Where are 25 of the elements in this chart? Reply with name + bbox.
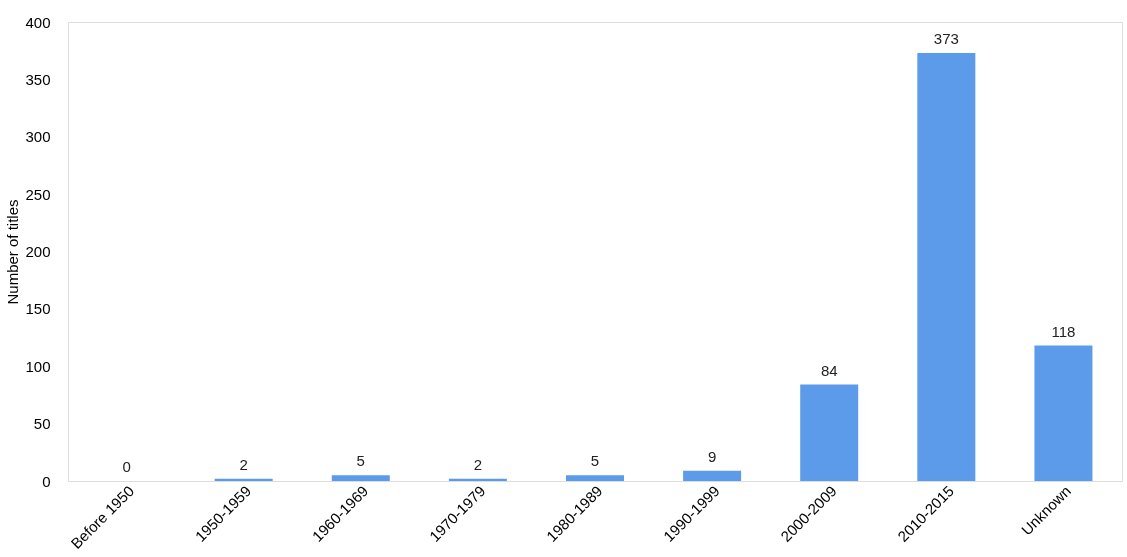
y-tick-label: 50 bbox=[33, 415, 51, 433]
data-label: 118 bbox=[1051, 322, 1076, 340]
bar bbox=[800, 384, 859, 481]
y-tick-label: 250 bbox=[25, 185, 51, 203]
y-tick-label: 150 bbox=[25, 300, 51, 318]
data-label: 2 bbox=[239, 455, 248, 473]
bar bbox=[331, 475, 390, 481]
bar bbox=[917, 52, 976, 481]
y-tick-label: 300 bbox=[25, 128, 51, 146]
data-label: 84 bbox=[820, 361, 838, 379]
data-label: 2 bbox=[473, 455, 483, 473]
data-label: 373 bbox=[933, 29, 959, 47]
y-tick-label: 0 bbox=[42, 472, 51, 490]
bar bbox=[683, 470, 742, 481]
y-tick-label: 200 bbox=[25, 243, 51, 260]
data-label: 5 bbox=[356, 452, 365, 470]
y-axis-title: Number of titles bbox=[4, 199, 22, 305]
data-label: 9 bbox=[707, 447, 717, 465]
y-tick-label: 350 bbox=[25, 70, 51, 88]
bar bbox=[566, 475, 624, 481]
bar bbox=[1034, 345, 1093, 481]
y-tick-label: 100 bbox=[25, 357, 51, 375]
y-tick-label: 400 bbox=[25, 13, 51, 31]
data-label: 0 bbox=[122, 458, 131, 475]
data-label: 5 bbox=[590, 452, 600, 470]
